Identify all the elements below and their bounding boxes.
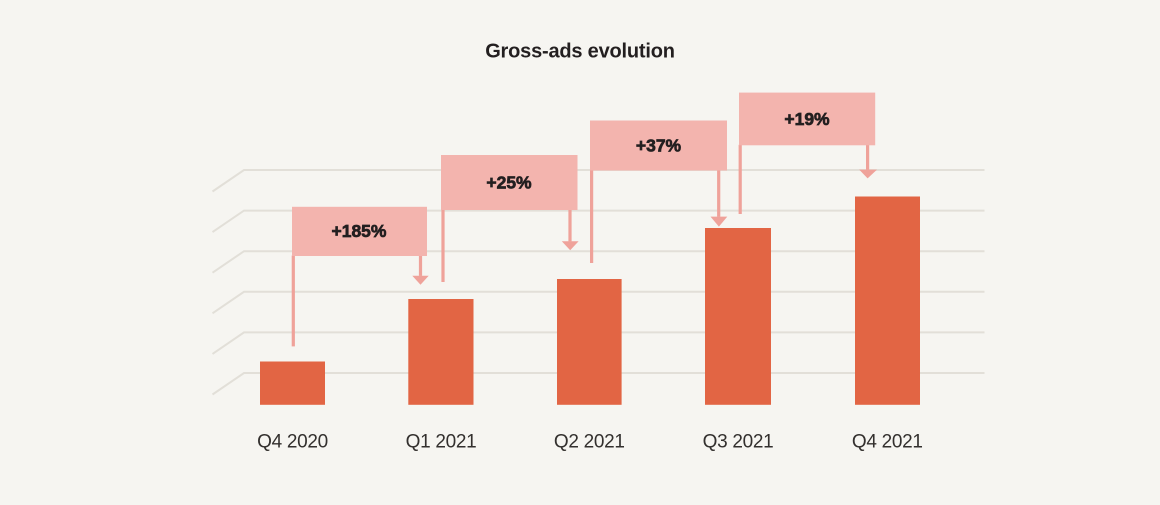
svg-text:Q4 2021: Q4 2021 <box>852 432 923 453</box>
svg-text:Q2 2021: Q2 2021 <box>554 432 625 453</box>
svg-text:+37%: +37% <box>636 136 682 156</box>
svg-text:+185%: +185% <box>332 221 387 241</box>
svg-text:Q3 2021: Q3 2021 <box>703 432 774 453</box>
svg-text:Q1 2021: Q1 2021 <box>406 432 477 453</box>
svg-text:Q4 2020: Q4 2020 <box>257 432 328 453</box>
svg-text:+25%: +25% <box>486 173 532 193</box>
svg-text:+19%: +19% <box>784 109 830 129</box>
svg-text:Gross-ads evolution: Gross-ads evolution <box>485 41 675 63</box>
